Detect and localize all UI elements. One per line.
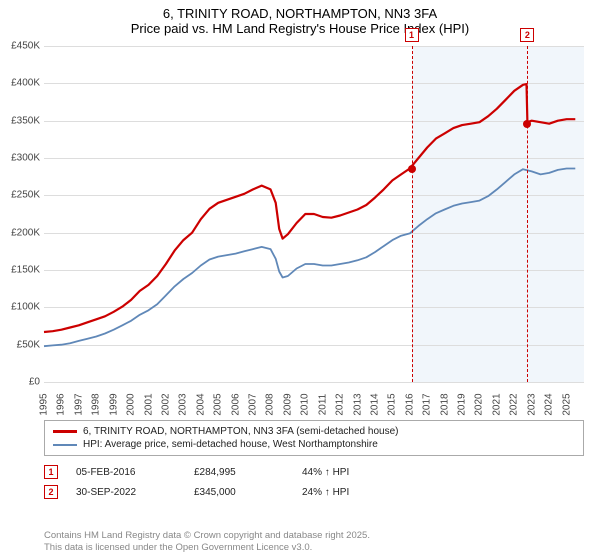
attribution-line: Contains HM Land Registry data © Crown c…: [44, 530, 370, 542]
legend-label: HPI: Average price, semi-detached house,…: [83, 439, 378, 450]
legend: 6, TRINITY ROAD, NORTHAMPTON, NN3 3FA (s…: [44, 420, 584, 456]
y-axis-tick: £200K: [0, 227, 40, 238]
x-axis-tick: 2020: [474, 393, 485, 415]
sale-marker-box: 2: [44, 485, 58, 499]
x-axis-tick: 2008: [265, 393, 276, 415]
sale-marker-box: 1: [44, 465, 58, 479]
marker-dot: [523, 120, 531, 128]
chart-lines-svg: [44, 46, 584, 382]
y-axis-tick: £100K: [0, 302, 40, 313]
y-axis-tick: £50K: [0, 339, 40, 350]
x-axis-tick: 2015: [387, 393, 398, 415]
plot-area: 12 £0£50K£100K£150K£200K£250K£300K£350K£…: [44, 46, 584, 382]
legend-item-hpi: HPI: Average price, semi-detached house,…: [53, 438, 575, 451]
x-axis-tick: 2025: [561, 393, 572, 415]
sales-table: 1 05-FEB-2016 £284,995 44% ↑ HPI 2 30-SE…: [44, 462, 584, 502]
x-axis-tick: 2014: [369, 393, 380, 415]
sale-delta: 44% ↑ HPI: [302, 467, 349, 478]
attribution-line: This data is licensed under the Open Gov…: [44, 542, 370, 554]
x-axis-tick: 2013: [352, 393, 363, 415]
attribution: Contains HM Land Registry data © Crown c…: [44, 530, 370, 554]
series-line-price_paid: [44, 84, 575, 332]
x-axis-tick: 2021: [491, 393, 502, 415]
y-axis-tick: £450K: [0, 41, 40, 52]
x-axis-tick: 2000: [126, 393, 137, 415]
legend-swatch: [53, 430, 77, 433]
y-axis-tick: £250K: [0, 190, 40, 201]
x-axis-tick: 1998: [91, 393, 102, 415]
x-axis-tick: 2001: [143, 393, 154, 415]
x-axis-tick: 2023: [526, 393, 537, 415]
y-axis-tick: £150K: [0, 265, 40, 276]
legend-item-price-paid: 6, TRINITY ROAD, NORTHAMPTON, NN3 3FA (s…: [53, 425, 575, 438]
x-axis-tick: 2016: [404, 393, 415, 415]
title-address: 6, TRINITY ROAD, NORTHAMPTON, NN3 3FA: [0, 6, 600, 21]
x-axis-tick: 2011: [317, 394, 328, 416]
sale-date: 30-SEP-2022: [76, 487, 176, 498]
x-axis-tick: 1995: [39, 393, 50, 415]
x-axis-tick: 2010: [300, 393, 311, 415]
y-axis-tick: £300K: [0, 153, 40, 164]
x-axis-tick: 2019: [457, 393, 468, 415]
x-axis-tick: 2003: [178, 393, 189, 415]
legend-swatch: [53, 444, 77, 446]
x-axis-tick: 2007: [248, 393, 259, 415]
series-line-hpi: [44, 169, 575, 347]
chart-container: 6, TRINITY ROAD, NORTHAMPTON, NN3 3FA Pr…: [0, 0, 600, 560]
y-axis-tick: £0: [0, 377, 40, 388]
legend-label: 6, TRINITY ROAD, NORTHAMPTON, NN3 3FA (s…: [83, 426, 398, 437]
marker-label-box: 2: [520, 28, 534, 42]
sale-price: £345,000: [194, 487, 284, 498]
x-axis-tick: 2006: [230, 393, 241, 415]
x-axis-tick: 2017: [422, 393, 433, 415]
x-axis-tick: 2004: [195, 393, 206, 415]
marker-line: [412, 46, 413, 382]
sale-delta: 24% ↑ HPI: [302, 487, 349, 498]
sale-price: £284,995: [194, 467, 284, 478]
sale-date: 05-FEB-2016: [76, 467, 176, 478]
title-subtitle: Price paid vs. HM Land Registry's House …: [0, 21, 600, 36]
x-axis-tick: 1999: [108, 393, 119, 415]
x-axis-tick: 1996: [56, 393, 67, 415]
chart-title: 6, TRINITY ROAD, NORTHAMPTON, NN3 3FA Pr…: [0, 0, 600, 38]
marker-dot: [408, 165, 416, 173]
x-axis-tick: 2022: [509, 393, 520, 415]
y-axis-tick: £350K: [0, 115, 40, 126]
x-axis-tick: 2012: [335, 393, 346, 415]
x-axis-tick: 1997: [73, 393, 84, 415]
x-axis-tick: 2002: [160, 393, 171, 415]
sale-row: 2 30-SEP-2022 £345,000 24% ↑ HPI: [44, 482, 584, 502]
x-axis-tick: 2009: [282, 393, 293, 415]
marker-label-box: 1: [405, 28, 419, 42]
x-axis-tick: 2024: [544, 393, 555, 415]
sale-row: 1 05-FEB-2016 £284,995 44% ↑ HPI: [44, 462, 584, 482]
y-axis-tick: £400K: [0, 78, 40, 89]
x-axis-tick: 2018: [439, 393, 450, 415]
gridline: [44, 382, 584, 383]
marker-line: [527, 46, 528, 382]
x-axis-tick: 2005: [213, 393, 224, 415]
